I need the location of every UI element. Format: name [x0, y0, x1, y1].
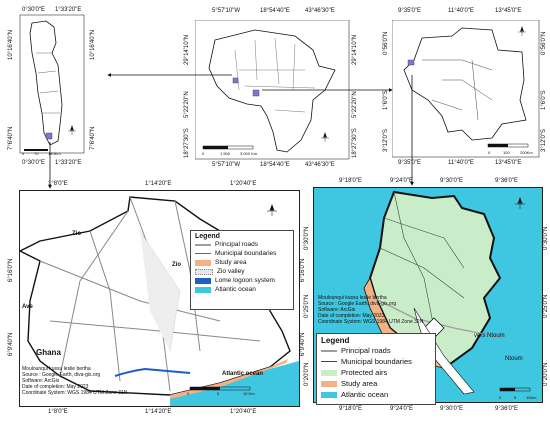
lome-coord-bottom-0: 1°8'0"E — [48, 409, 68, 415]
ntoum-legend-roads: Principal roads — [321, 345, 431, 356]
lome-coord-right-1: 6°9'40"N — [300, 332, 306, 356]
gabon-scale-0: 0 — [488, 150, 491, 155]
lome-legend-study-area: Study area — [195, 258, 289, 267]
lome-coord-left-0: 6°16'0"N — [8, 258, 14, 282]
togo-scale-1: 70 — [34, 151, 39, 156]
place-vers-ntoum: vers Ntoum — [474, 333, 505, 339]
africa-coord-top-0: 5°57'10"W — [212, 8, 241, 14]
ntoum-legend-title: Legend — [321, 336, 350, 345]
place-ave: Ave — [22, 304, 33, 310]
ntoum-coord-right-0: 0°30'0"N — [543, 226, 549, 250]
gabon-inset-panel — [391, 19, 540, 158]
ntoum-coord-left-2: 0°20'0"N — [304, 362, 310, 386]
togo-coord-bottom-1: 1°33'20"E — [55, 160, 82, 166]
gabon-scale-1: 100 — [503, 150, 510, 155]
ntoum-coord-top-2: 9°30'0"E — [440, 178, 464, 184]
ntoum-legend-ocean: Atlantic ocean — [321, 389, 431, 400]
lome-legend-title: Legend — [195, 233, 220, 240]
africa-scale-0: 0 — [202, 151, 205, 156]
lome-coord-top-0: 1°8'0"E — [48, 181, 68, 187]
ntoum-coord-bottom-3: 9°36'0"E — [495, 406, 519, 412]
place-zio-2: Zio — [172, 262, 181, 268]
ntoum-credits: Moulounqui kussu leslie bertha Source : … — [318, 295, 424, 325]
gabon-coord-bottom-2: 13°45'0"E — [495, 160, 522, 166]
ntoum-legend: Legend Principal roads Municipal boundar… — [316, 333, 436, 405]
ntoum-scale-1: 5 — [514, 395, 517, 400]
lome-legend-ocean: Atlantic ocean — [195, 285, 289, 294]
gabon-coord-top-1: 11°40'0"E — [448, 8, 474, 14]
africa-coord-bottom-2: 43°46'30"E — [305, 162, 335, 168]
togo-outline — [19, 14, 85, 154]
lome-legend-boundaries: Municipal boundaries — [195, 249, 289, 258]
africa-scale-2: 3 000 Km — [240, 151, 258, 156]
ntoum-coord-left-0: 0°30'0"N — [304, 226, 310, 250]
africa-coord-top-2: 43°46'30"E — [305, 8, 335, 14]
gabon-coord-top-2: 13°45'0"E — [495, 8, 522, 14]
lome-scale-0: 0 — [187, 391, 190, 396]
ntoum-legend-protected: Protected airs — [321, 367, 431, 378]
ntoum-coord-top-0: 9°18'0"E — [339, 178, 363, 184]
ntoum-coord-right-1: 0°25'0"N — [543, 294, 549, 318]
place-ntoum: Ntoum — [505, 356, 523, 362]
north-arrow-icon — [515, 197, 525, 209]
africa-coord-bottom-1: 18°54'40"E — [260, 162, 290, 168]
gabon-coord-bottom-1: 11°40'0"E — [448, 160, 474, 166]
ntoum-scale-2: 10Km — [526, 395, 537, 400]
lome-legend-lagoon: Lome logoon system — [195, 276, 289, 285]
north-arrow-icon — [267, 204, 277, 216]
lome-credits: Moulounqui kussu leslie bertha Source : … — [22, 366, 128, 396]
togo-inset-panel — [2, 13, 104, 161]
ntoum-scale-0: 0 — [499, 395, 502, 400]
togo-scale-0: 0 — [22, 151, 25, 156]
lome-scale-2: 10 Km — [243, 391, 255, 396]
ntoum-coord-top-3: 9°36'0"E — [495, 178, 519, 184]
ntoum-coord-bottom-1: 9°24'0"E — [390, 406, 414, 412]
lome-legend-zio-valley: Zio valley — [195, 267, 289, 276]
lome-coord-top-2: 1°20'40"E — [230, 181, 257, 187]
africa-scale-1: 1 500 — [220, 151, 231, 156]
africa-coord-top-1: 18°54'40"E — [260, 8, 290, 14]
gabon-outline — [391, 19, 540, 158]
place-zio-1: Zio — [72, 231, 81, 237]
gabon-scale-2: 200Km — [520, 150, 533, 155]
ntoum-coord-bottom-0: 9°18'0"E — [339, 406, 363, 412]
ntoum-coord-top-1: 9°24'0"E — [390, 178, 414, 184]
togo-coord-top-0: 0°30'0"E — [22, 7, 46, 13]
north-arrow-icon — [321, 132, 329, 142]
ntoum-legend-boundaries: Municipal boundaries — [321, 356, 431, 367]
togo-scale-2: 140Km — [48, 151, 61, 156]
ntoum-coord-right-2: 0°20'0"N — [543, 362, 549, 386]
gabon-coord-top-0: 9°35'0"E — [398, 8, 422, 14]
lome-coord-bottom-1: 1°14'20"E — [145, 409, 172, 415]
lome-coord-top-1: 1°14'20"E — [145, 181, 172, 187]
place-atlantic: Atlantic ocean — [222, 371, 264, 377]
ntoum-coord-left-1: 0°25'0"N — [304, 294, 310, 318]
lome-coord-right-0: 6°16'0"N — [300, 258, 306, 282]
north-arrow-icon — [68, 125, 76, 135]
lome-scale-1: 5 — [217, 391, 220, 396]
africa-coord-bottom-0: 5°57'10"W — [212, 162, 241, 168]
africa-outline — [194, 19, 350, 160]
togo-coord-bottom-0: 0°30'0"E — [22, 160, 46, 166]
gabon-coord-bottom-0: 9°35'0"E — [398, 160, 422, 166]
ntoum-legend-study-area: Study area — [321, 378, 431, 389]
place-ghana: Ghana — [36, 348, 61, 357]
lome-map-panel — [18, 190, 300, 407]
ntoum-coord-bottom-2: 9°30'0"E — [440, 406, 464, 412]
lome-legend: Legend Principal roads Municipal boundar… — [190, 230, 294, 310]
lome-legend-roads: Principal roads — [195, 240, 289, 249]
lome-coord-left-1: 6°9'40"N — [8, 332, 14, 356]
togo-coord-top-1: 1°33'20"E — [55, 7, 82, 13]
lome-coord-bottom-2: 1°20'40"E — [230, 409, 257, 415]
north-arrow-icon — [518, 26, 526, 36]
